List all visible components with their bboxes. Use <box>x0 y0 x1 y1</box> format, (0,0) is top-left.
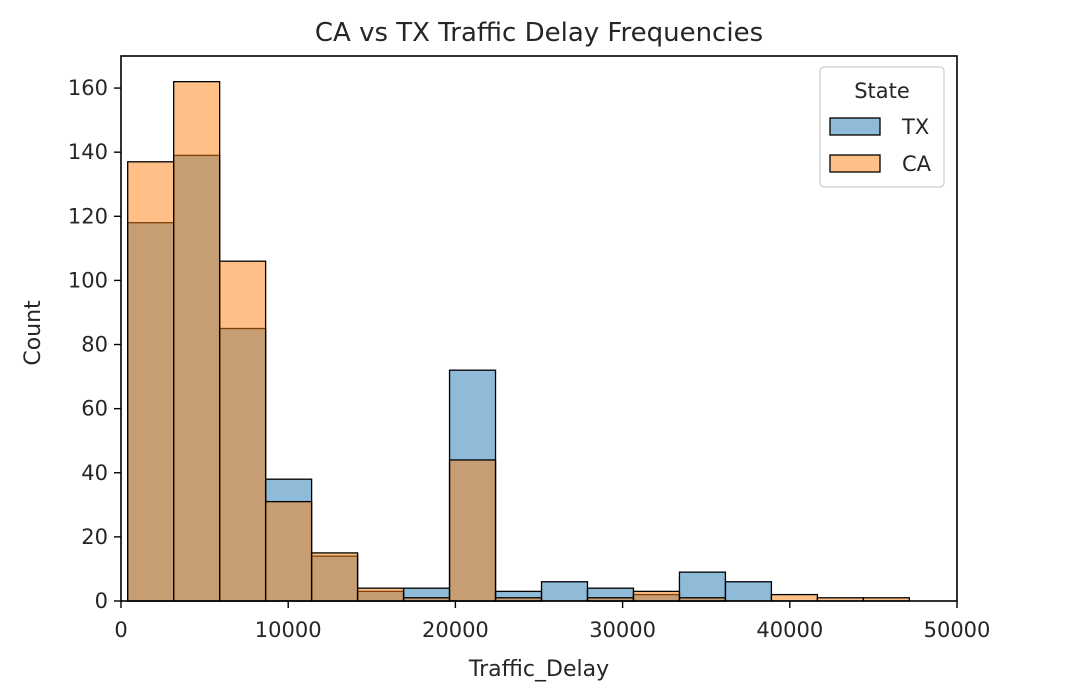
x-axis: 0 10000 20000 30000 40000 50000 <box>114 601 990 642</box>
y-axis: 0 20 40 60 80 100 120 140 160 <box>68 76 121 613</box>
x-tick-label: 10000 <box>255 618 322 642</box>
bar-ca-bin-0 <box>127 161 175 602</box>
legend-swatch-tx <box>829 117 881 136</box>
bar-ca-bin-1 <box>173 80 221 602</box>
x-tick-label: 0 <box>114 618 127 642</box>
y-tick-label: 100 <box>68 268 108 292</box>
bars-layer <box>127 80 910 602</box>
x-axis-title: Traffic_Delay <box>468 657 609 682</box>
y-tick-label: 160 <box>68 76 108 100</box>
y-axis-title: Count <box>21 300 46 366</box>
legend-label-ca: CA <box>902 152 932 176</box>
x-tick-label: 50000 <box>924 618 991 642</box>
bar-ca-bin-11 <box>632 590 681 602</box>
bar-ca-bin-7 <box>448 459 497 602</box>
bar-tx-bin-13 <box>724 581 773 602</box>
legend-swatch-ca <box>829 154 881 173</box>
y-tick-label: 40 <box>81 461 108 485</box>
bar-ca-bin-4 <box>310 552 359 602</box>
x-tick-label: 20000 <box>422 618 489 642</box>
y-tick-label: 60 <box>81 397 108 421</box>
legend-title: State <box>854 79 910 103</box>
y-tick-label: 20 <box>81 525 108 549</box>
legend-label-tx: TX <box>901 115 929 139</box>
x-tick-label: 30000 <box>589 618 656 642</box>
bar-ca-bin-5 <box>356 587 405 602</box>
legend: State TX CA <box>819 66 945 188</box>
bar-ca-bin-14 <box>770 593 819 602</box>
bar-tx-bin-12 <box>678 571 727 602</box>
chart-title: CA vs TX Traffic Delay Frequencies <box>315 18 763 48</box>
y-tick-label: 0 <box>95 589 108 613</box>
y-tick-label: 120 <box>68 204 108 228</box>
bar-ca-bin-2 <box>218 260 267 602</box>
plot-frame <box>120 55 958 602</box>
y-tick-label: 140 <box>68 140 108 164</box>
bar-ca-bin-3 <box>264 500 313 602</box>
y-tick-label: 80 <box>81 333 108 357</box>
x-tick-label: 40000 <box>756 618 823 642</box>
bar-tx-bin-9 <box>540 581 589 602</box>
